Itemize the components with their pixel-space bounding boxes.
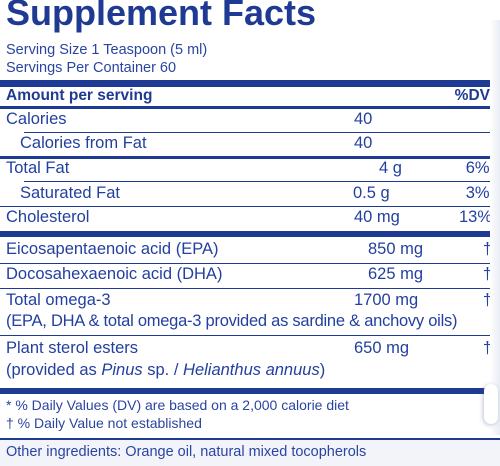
nutrient-dv: †: [482, 265, 492, 283]
nutrient-amount: 40: [354, 110, 373, 128]
nutrient-dv: †: [482, 240, 492, 258]
row-divider: [0, 288, 500, 290]
nutrient-row: Cholesterol 40 mg 13%: [0, 208, 500, 230]
nutrient-row: Saturated Fat 0.5 g 3%*: [0, 184, 500, 206]
nutrient-name: Eicosapentaenoic acid (EPA): [6, 240, 219, 258]
nutrient-row: Total omega-3 1700 mg †: [0, 291, 500, 313]
nutrient-row: Eicosapentaenoic acid (EPA) 850 mg †: [0, 240, 500, 262]
divider-header: [0, 106, 500, 109]
panel-edge-shading: [490, 20, 500, 435]
thick-divider-bottom: [0, 388, 500, 394]
omega3-source-note: (EPA, DHA & total omega-3 provided as sa…: [0, 312, 500, 334]
divider-calories: [0, 156, 500, 159]
nutrient-amount: 40 mg: [354, 208, 400, 226]
thick-divider-middle: [0, 231, 500, 237]
row-divider: [24, 181, 500, 183]
nutrient-amount: 625 mg: [368, 265, 424, 283]
footnote-dv: * % Daily Values (DV) are based on a 2,0…: [6, 397, 349, 413]
serving-size: Serving Size 1 Teaspoon (5 ml): [6, 42, 208, 58]
nutrient-row: Calories from Fat 40: [0, 134, 500, 156]
row-divider: [0, 206, 500, 208]
nutrient-name: Total Fat: [6, 159, 70, 177]
panel-title: Supplement Facts: [6, 0, 317, 33]
row-divider: [0, 335, 500, 337]
nutrient-amount: 850 mg: [368, 240, 424, 258]
sterol-source-middle: sp. /: [142, 361, 184, 379]
sterol-source-note: (provided as Pinus sp. / Helianthus annu…: [0, 361, 500, 383]
nutrient-name: (EPA, DHA & total omega-3 provided as sa…: [6, 312, 458, 330]
nutrient-name: Total omega-3: [6, 291, 111, 309]
thick-divider-top: [0, 80, 500, 87]
nutrient-amount: 4 g: [379, 159, 402, 177]
nutrient-row: Plant sterol esters 650 mg †: [0, 339, 500, 361]
nutrient-amount: 650 mg: [354, 339, 410, 357]
servings-per-container: Servings Per Container 60: [6, 60, 177, 76]
nutrient-dv: 3%*: [465, 184, 496, 202]
nutrient-dv: †: [482, 339, 492, 357]
sterol-genus-pinus: Pinus: [101, 361, 143, 379]
footnote-dagger: † % Daily Value not established: [6, 415, 202, 431]
sterol-source-text: (provided as Pinus sp. / Helianthus annu…: [6, 361, 325, 380]
nutrient-dv: 6%*: [465, 159, 496, 177]
header-row: Amount per serving %DV: [0, 87, 500, 109]
nutrient-name: Saturated Fat: [20, 184, 120, 202]
other-ingredients-band: [0, 439, 500, 466]
row-divider: [0, 263, 500, 265]
divider-ingredients: [0, 438, 500, 440]
nutrient-row: Docosahexaenoic acid (DHA) 625 mg †: [0, 265, 500, 287]
nutrient-amount: 0.5 g: [353, 184, 390, 202]
nutrient-name: Plant sterol esters: [6, 339, 139, 357]
nutrient-name: Calories from Fat: [20, 134, 147, 152]
header-amount-label: Amount per serving: [6, 87, 153, 104]
row-divider: [24, 132, 500, 134]
nutrient-amount: 40: [354, 134, 373, 152]
sterol-genus-helianthus: Helianthus annuus: [183, 361, 320, 379]
nutrient-name: Cholesterol: [6, 208, 90, 226]
nutrient-row: Total Fat 4 g 6%*: [0, 159, 500, 181]
nutrient-name: Docosahexaenoic acid (DHA): [6, 265, 223, 283]
nutrient-dv: 13%: [458, 208, 492, 226]
nutrient-amount: 1700 mg: [354, 291, 419, 309]
sterol-source-suffix: ): [319, 361, 326, 379]
nutrient-name: Calories: [6, 110, 67, 128]
panel-edge-tab: [484, 384, 498, 424]
nutrient-dv: †: [482, 291, 492, 309]
other-ingredients: Other ingredients: Orange oil, natural m…: [6, 444, 367, 460]
sterol-source-prefix: (provided as: [6, 361, 102, 379]
nutrient-row: Calories 40: [0, 110, 500, 132]
header-dv-label: %DV: [454, 87, 490, 104]
